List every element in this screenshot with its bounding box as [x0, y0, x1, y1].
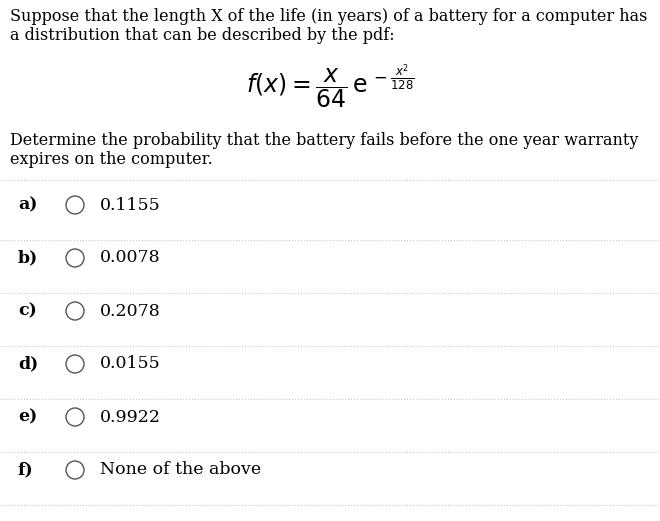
Text: 0.9922: 0.9922: [100, 408, 161, 426]
Text: a): a): [18, 196, 38, 214]
Text: 0.1155: 0.1155: [100, 196, 161, 214]
Text: a distribution that can be described by the pdf:: a distribution that can be described by …: [10, 27, 395, 44]
Text: None of the above: None of the above: [100, 462, 261, 478]
Text: e): e): [18, 408, 37, 426]
Text: b): b): [18, 250, 38, 267]
Text: f): f): [18, 462, 34, 478]
Text: d): d): [18, 355, 38, 373]
Text: Determine the probability that the battery fails before the one year warranty: Determine the probability that the batte…: [10, 132, 638, 149]
Text: 0.0155: 0.0155: [100, 355, 161, 373]
Text: $f(x) = \dfrac{x}{64}\, \mathrm{e}^{\,-\frac{x^2}{128}}$: $f(x) = \dfrac{x}{64}\, \mathrm{e}^{\,-\…: [246, 62, 414, 110]
Text: 0.0078: 0.0078: [100, 250, 160, 267]
Text: 0.2078: 0.2078: [100, 303, 161, 319]
Text: c): c): [18, 303, 37, 319]
Text: Suppose that the length X of the life (in years) of a battery for a computer has: Suppose that the length X of the life (i…: [10, 8, 647, 25]
Text: expires on the computer.: expires on the computer.: [10, 151, 213, 168]
